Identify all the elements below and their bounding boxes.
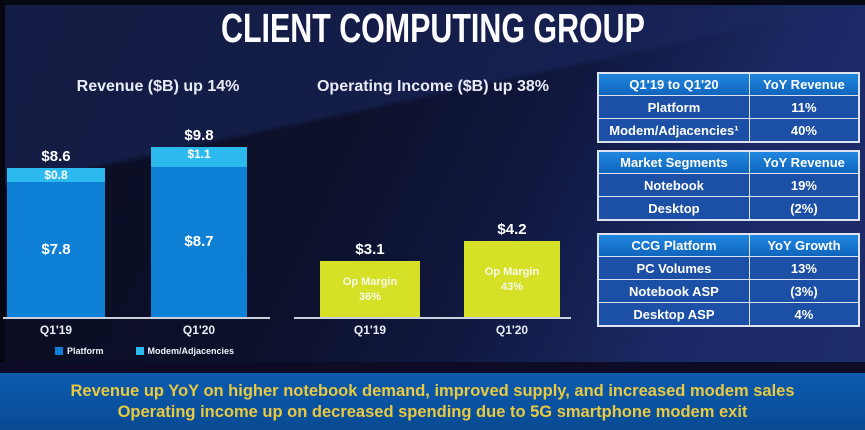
table-header-cell: YoY Revenue bbox=[748, 72, 860, 96]
table-header-cell: Market Segments bbox=[597, 150, 750, 174]
banner-line-2: Operating income up on decreased spendin… bbox=[117, 403, 748, 421]
table-row: PC Volumes 13% bbox=[597, 256, 860, 280]
op-margin-label: Op Margin bbox=[484, 265, 540, 278]
op-margin-value: 43% bbox=[500, 280, 524, 293]
table-cell: (2%) bbox=[748, 196, 860, 221]
legend-item-modem: Modem/Adjacencies bbox=[135, 346, 235, 356]
table-row: Platform 11% bbox=[597, 95, 860, 119]
left-edge-bar bbox=[0, 0, 5, 430]
page-title: CLIENT COMPUTING GROUP bbox=[220, 6, 645, 52]
op-margin-label: Op Margin bbox=[342, 275, 398, 288]
legend-item-platform: Platform bbox=[55, 346, 104, 356]
revenue-chart-title: Revenue ($B) up 14% bbox=[76, 78, 240, 95]
table-cell: 19% bbox=[748, 173, 860, 197]
operating-income-chart: Operating Income ($B) up 38% $3.1 Op Mar… bbox=[292, 72, 574, 372]
table-header-cell: YoY Revenue bbox=[748, 150, 860, 174]
platform-legend-swatch bbox=[55, 347, 63, 355]
table-cell: Desktop bbox=[597, 196, 750, 221]
summary-tables: Q1'19 to Q1'20 YoY Revenue Platform 11% … bbox=[597, 72, 860, 327]
table-row: Notebook ASP (3%) bbox=[597, 279, 860, 303]
revenue-bar-q1-20: $9.8 $1.1 $8.7 bbox=[151, 128, 247, 317]
table-market-segments: Market Segments YoY Revenue Notebook 19%… bbox=[597, 150, 860, 221]
revenue-chart: Revenue ($B) up 14% $8.6 $0.8 $7.8 $9.8 … bbox=[3, 72, 285, 372]
op-income-bar-q1-19: $3.1 Op Margin 36% bbox=[320, 242, 420, 317]
op-income-segment: Op Margin 43% bbox=[464, 241, 560, 317]
legend-label: Platform bbox=[67, 346, 104, 356]
op-income-bar-q1-20: $4.2 Op Margin 43% bbox=[464, 222, 560, 317]
legend: Platform Modem/Adjacencies bbox=[55, 346, 234, 356]
modem-segment: $0.8 bbox=[7, 168, 105, 182]
bar-total-label: $3.1 bbox=[355, 241, 385, 259]
table-cell: 40% bbox=[748, 118, 860, 143]
table-cell: Desktop ASP bbox=[597, 302, 750, 327]
table-cell: Modem/Adjacencies¹ bbox=[597, 118, 750, 143]
banner-separator bbox=[0, 362, 865, 373]
banner-line-1: Revenue up YoY on higher notebook demand… bbox=[70, 382, 795, 400]
table-cell: Notebook bbox=[597, 173, 750, 197]
x-axis-label: Q1'19 bbox=[39, 323, 73, 337]
platform-segment: $7.8 bbox=[7, 182, 105, 317]
revenue-bar-q1-19: $8.6 $0.8 $7.8 bbox=[7, 149, 105, 317]
table-row: Notebook 19% bbox=[597, 173, 860, 197]
table-cell: PC Volumes bbox=[597, 256, 750, 280]
x-axis-label: Q1'20 bbox=[182, 323, 216, 337]
x-axis-label: Q1'19 bbox=[353, 323, 387, 337]
table-cell: Platform bbox=[597, 95, 750, 119]
top-edge-bar bbox=[0, 0, 865, 5]
table-yoy-revenue: Q1'19 to Q1'20 YoY Revenue Platform 11% … bbox=[597, 72, 860, 143]
modem-legend-swatch bbox=[135, 347, 144, 355]
table-cell: 4% bbox=[748, 302, 860, 327]
table-row: Desktop ASP 4% bbox=[597, 302, 860, 327]
x-axis-label: Q1'20 bbox=[495, 323, 529, 337]
operating-chart-title: Operating Income ($B) up 38% bbox=[316, 78, 550, 95]
platform-segment: $8.7 bbox=[151, 166, 247, 317]
table-header-cell: YoY Growth bbox=[748, 233, 860, 257]
table-cell: (3%) bbox=[748, 279, 860, 303]
table-header-cell: CCG Platform bbox=[597, 233, 750, 257]
bar-total-label: $9.8 bbox=[184, 127, 214, 145]
table-cell: 11% bbox=[748, 95, 860, 119]
table-header-cell: Q1'19 to Q1'20 bbox=[597, 72, 750, 96]
bottom-banner: Revenue up YoY on higher notebook demand… bbox=[0, 373, 865, 430]
op-margin-value: 36% bbox=[358, 290, 382, 303]
bar-total-label: $8.6 bbox=[41, 148, 71, 166]
table-cell: Notebook ASP bbox=[597, 279, 750, 303]
table-cell: 13% bbox=[748, 256, 860, 280]
table-ccg-platform: CCG Platform YoY Growth PC Volumes 13% N… bbox=[597, 233, 860, 327]
revenue-plot-area: $8.6 $0.8 $7.8 $9.8 $1.1 $8.7 bbox=[3, 72, 270, 319]
bar-total-label: $4.2 bbox=[497, 221, 527, 239]
modem-segment: $1.1 bbox=[151, 147, 247, 167]
operating-plot-area: $3.1 Op Margin 36% $4.2 Op Margin 43% bbox=[294, 72, 571, 319]
op-income-segment: Op Margin 36% bbox=[320, 261, 420, 317]
table-row: Modem/Adjacencies¹ 40% bbox=[597, 118, 860, 143]
legend-label: Modem/Adjacencies bbox=[147, 346, 235, 356]
table-row: Desktop (2%) bbox=[597, 196, 860, 221]
